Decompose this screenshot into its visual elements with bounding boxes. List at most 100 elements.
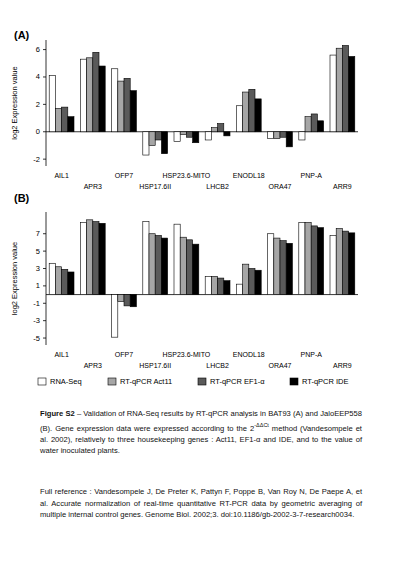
bar — [130, 295, 136, 307]
bar — [143, 222, 149, 295]
legend-swatch — [108, 378, 116, 385]
bar — [286, 243, 292, 294]
bar — [311, 226, 317, 295]
bars — [49, 220, 355, 337]
bar — [243, 264, 249, 294]
legend-label: RNA-Seq — [50, 377, 82, 386]
bar — [186, 240, 192, 295]
bar — [224, 132, 230, 136]
reference: Full reference : Vandesompele J, De Pret… — [40, 486, 362, 521]
y-tick — [43, 268, 46, 269]
y-tick — [43, 131, 46, 132]
bar — [80, 222, 86, 294]
y-tick-label: 0 — [36, 127, 40, 136]
bar — [205, 276, 211, 294]
bar — [174, 132, 180, 142]
bar — [286, 132, 292, 147]
bar — [274, 238, 280, 295]
bar — [205, 132, 211, 140]
x-tick-label: LHCB2 — [206, 183, 229, 190]
y-tick — [43, 338, 46, 339]
y-tick-label: 2 — [36, 100, 40, 109]
y-tick-label: -1 — [33, 299, 40, 308]
bar — [280, 241, 286, 295]
bar — [93, 222, 99, 295]
y-tick — [43, 303, 46, 304]
y-axis-label: log2 Expression value — [10, 66, 19, 139]
bar — [174, 224, 180, 294]
y-axis — [46, 212, 47, 345]
bar — [87, 58, 93, 132]
y-tick — [43, 159, 46, 160]
bar — [255, 99, 261, 132]
y-tick-label: -3 — [33, 316, 40, 325]
caption-superscript: -ΔΔCt — [254, 422, 269, 428]
bar — [49, 263, 55, 294]
x-tick-label: HSP17.6II — [139, 183, 171, 190]
x-tick-label: APR3 — [84, 362, 102, 369]
panel: (B)log2 Expression value-5-3-11357AIL1AP… — [10, 192, 358, 369]
bar — [155, 235, 161, 294]
bar — [342, 231, 348, 294]
bar — [317, 228, 323, 295]
bar — [93, 52, 99, 131]
bar — [68, 117, 74, 132]
bar — [280, 132, 286, 137]
bar — [112, 295, 118, 338]
bar — [193, 244, 199, 294]
x-tick-label: HSP23.6-MITO — [163, 172, 211, 179]
panel: (A)log2 Expression value-20246AIL1APR3OF… — [10, 29, 358, 190]
x-tick-label: ARR9 — [333, 183, 352, 190]
bar — [299, 132, 305, 140]
bar — [243, 92, 249, 132]
bar — [180, 132, 186, 135]
bar — [99, 223, 105, 294]
y-tick — [43, 233, 46, 234]
bar — [274, 132, 280, 139]
bar — [211, 128, 217, 132]
bar — [186, 132, 192, 137]
bar — [236, 284, 242, 294]
bar — [193, 132, 199, 143]
x-tick-label: PNP-A — [300, 351, 322, 358]
bar — [218, 124, 224, 132]
x-tick-label: PNP-A — [300, 172, 322, 179]
bar — [336, 229, 342, 295]
bar — [224, 281, 230, 295]
bar — [330, 55, 336, 132]
x-tick-label: HSP23.6-MITO — [163, 351, 211, 358]
y-tick-label: 4 — [36, 72, 40, 81]
bar — [161, 238, 167, 295]
bar — [249, 89, 255, 131]
bar — [305, 222, 311, 294]
legend-label: RT-qPCR Act11 — [120, 377, 172, 386]
x-tick-label: ENODL18 — [233, 351, 265, 358]
bar — [268, 132, 274, 139]
legend-swatch — [290, 378, 298, 385]
y-axis — [46, 40, 47, 166]
bar — [155, 132, 161, 140]
bar — [299, 222, 305, 294]
caption: Figure S2 – Validation of RNA-Seq result… — [40, 408, 362, 457]
x-tick-label: ENODL18 — [233, 172, 265, 179]
x-tick-label: HSP17.6II — [139, 362, 171, 369]
caption-label: Figure S2 — [40, 409, 75, 418]
y-tick-label: 7 — [36, 229, 40, 238]
y-tick — [43, 104, 46, 105]
y-tick — [43, 76, 46, 77]
y-tick — [43, 49, 46, 50]
legend-swatch — [38, 378, 46, 385]
y-tick-label: 6 — [36, 45, 40, 54]
bar — [149, 234, 155, 295]
panel-title: (B) — [14, 192, 30, 204]
y-tick-label: -2 — [33, 155, 40, 164]
bar — [68, 272, 74, 295]
x-tick-label: APR3 — [84, 183, 102, 190]
bar — [218, 278, 224, 295]
bar — [336, 48, 342, 132]
y-tick — [43, 320, 46, 321]
panel-title: (A) — [14, 29, 30, 41]
bar — [55, 267, 61, 295]
bars — [49, 45, 355, 155]
x-tick-label: LHCB2 — [206, 362, 229, 369]
